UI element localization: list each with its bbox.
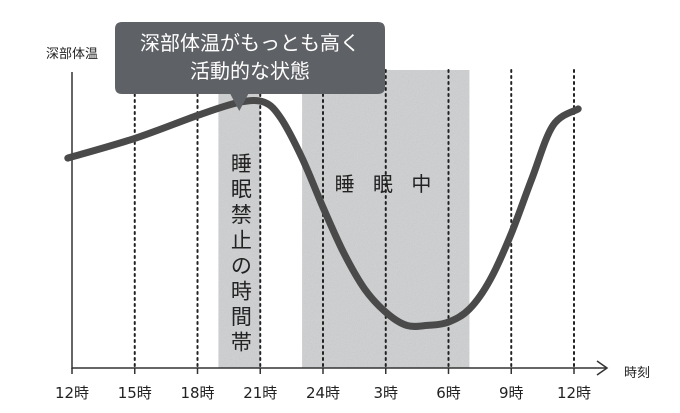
band-label-char: 禁 xyxy=(231,203,252,227)
band-label-char: 帯 xyxy=(231,331,252,355)
x-tick-label: 18時 xyxy=(180,384,214,402)
grid-lines xyxy=(133,69,575,369)
y-axis-label: 深部体温 xyxy=(46,47,98,62)
band-0 xyxy=(218,92,261,368)
band-label-char: 眠 xyxy=(231,178,252,202)
x-tick-label: 21時 xyxy=(243,384,277,402)
band-label-char: 時 xyxy=(231,280,252,304)
x-tick-labels: 12時 15時 18時 21時 24時 3時 6時 9時 12時 xyxy=(55,368,591,402)
x-tick-label: 3時 xyxy=(373,384,398,402)
callout-box xyxy=(115,22,385,111)
x-tick-label: 24時 xyxy=(306,384,340,402)
x-tick-label: 12時 xyxy=(557,384,591,402)
x-axis-arrow xyxy=(596,360,609,376)
x-tick-label: 9時 xyxy=(499,384,524,402)
x-axis-label: 時刻 xyxy=(624,366,650,381)
band-label-char: 間 xyxy=(231,305,252,329)
band-label-char: 止 xyxy=(231,229,252,253)
x-tick-label: 15時 xyxy=(118,384,152,402)
x-tick-label: 12時 xyxy=(55,384,89,402)
callout-line-1: 活動的な状態 xyxy=(190,59,310,83)
x-tick-label: 6時 xyxy=(436,384,461,402)
callout-line-0: 深部体温がもっとも高く xyxy=(140,31,360,55)
band-label-char: の xyxy=(231,254,252,278)
band-label-sleeping: 睡 眠 中 xyxy=(335,172,438,196)
band-label-char: 睡 xyxy=(231,152,252,176)
